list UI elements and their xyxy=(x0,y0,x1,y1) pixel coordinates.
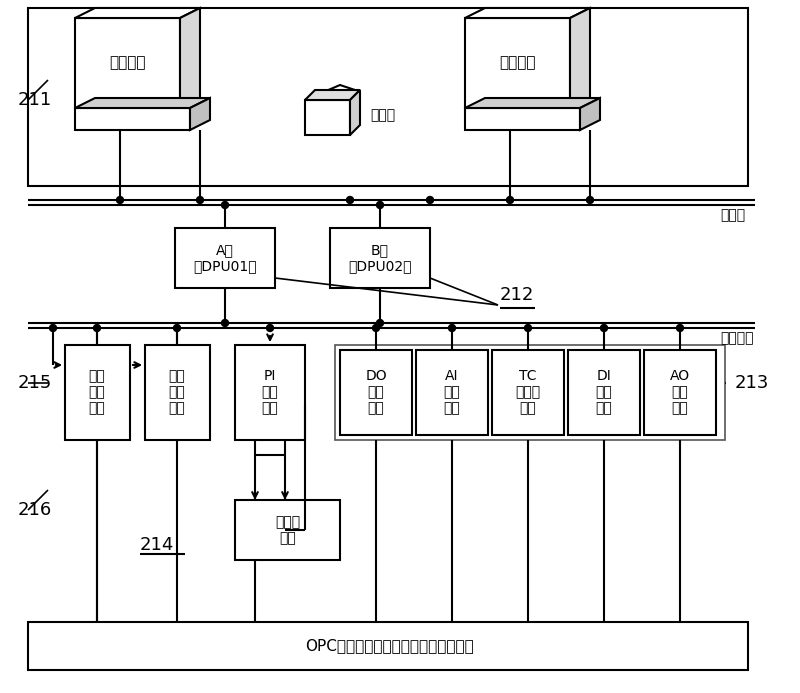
Circle shape xyxy=(346,197,354,204)
Circle shape xyxy=(586,197,594,204)
Text: 215: 215 xyxy=(18,374,52,392)
Polygon shape xyxy=(350,90,360,135)
Circle shape xyxy=(373,324,379,331)
Circle shape xyxy=(50,324,57,331)
Bar xyxy=(340,350,412,435)
Bar xyxy=(28,8,748,186)
Polygon shape xyxy=(190,98,210,130)
Polygon shape xyxy=(180,8,200,108)
Text: AO
模出
模块: AO 模出 模块 xyxy=(670,369,690,416)
Circle shape xyxy=(117,197,123,204)
Polygon shape xyxy=(305,100,350,135)
Bar xyxy=(235,500,340,560)
Circle shape xyxy=(222,319,229,326)
Text: 214: 214 xyxy=(140,536,174,554)
Polygon shape xyxy=(75,98,210,108)
Circle shape xyxy=(174,324,181,331)
Text: 伺服
控制
模块: 伺服 控制 模块 xyxy=(89,369,106,416)
Bar xyxy=(335,345,725,440)
Text: A机
（DPU01）: A机 （DPU01） xyxy=(193,243,257,273)
Bar xyxy=(65,345,130,440)
Circle shape xyxy=(601,324,607,331)
Text: TC
热电偶
模块: TC 热电偶 模块 xyxy=(515,369,541,416)
Text: DO
开出
模块: DO 开出 模块 xyxy=(365,369,387,416)
Text: 继电器
回路: 继电器 回路 xyxy=(275,515,300,545)
Text: OPC电磁阀、液压伺服系统、现场设备: OPC电磁阀、液压伺服系统、现场设备 xyxy=(306,638,474,653)
Circle shape xyxy=(94,324,101,331)
Circle shape xyxy=(222,202,229,209)
Polygon shape xyxy=(580,98,600,130)
Bar xyxy=(416,350,488,435)
Circle shape xyxy=(377,202,383,209)
Circle shape xyxy=(377,319,383,326)
Bar xyxy=(175,228,275,288)
Text: 216: 216 xyxy=(18,501,52,519)
Polygon shape xyxy=(75,18,180,108)
Bar xyxy=(644,350,716,435)
Circle shape xyxy=(197,197,203,204)
Circle shape xyxy=(677,324,683,331)
Bar xyxy=(235,345,305,440)
Bar xyxy=(28,622,748,670)
Circle shape xyxy=(449,324,455,331)
Text: 工程师站: 工程师站 xyxy=(110,55,146,71)
Text: 现场总线: 现场总线 xyxy=(720,331,754,345)
Text: 操作员站: 操作员站 xyxy=(499,55,536,71)
Bar xyxy=(330,228,430,288)
Polygon shape xyxy=(465,98,600,108)
Polygon shape xyxy=(75,8,200,18)
Polygon shape xyxy=(465,18,570,108)
Text: DI
开入
模块: DI 开入 模块 xyxy=(596,369,612,416)
Circle shape xyxy=(426,197,434,204)
Bar xyxy=(568,350,640,435)
Circle shape xyxy=(525,324,531,331)
Text: 213: 213 xyxy=(735,374,770,392)
Text: 一次
调频
模块: 一次 调频 模块 xyxy=(169,369,186,416)
Text: 211: 211 xyxy=(18,91,52,109)
Polygon shape xyxy=(75,108,190,130)
Bar xyxy=(145,345,210,440)
Polygon shape xyxy=(465,108,580,130)
Bar xyxy=(492,350,564,435)
Polygon shape xyxy=(570,8,590,108)
Text: 以太网: 以太网 xyxy=(720,208,745,222)
Circle shape xyxy=(266,324,274,331)
Polygon shape xyxy=(465,8,590,18)
Polygon shape xyxy=(305,90,360,100)
Polygon shape xyxy=(305,85,355,105)
Circle shape xyxy=(506,197,514,204)
Text: B机
（DPU02）: B机 （DPU02） xyxy=(348,243,412,273)
Text: PI
测速
模块: PI 测速 模块 xyxy=(262,369,278,416)
Text: AI
模入
模块: AI 模入 模块 xyxy=(444,369,460,416)
Text: 212: 212 xyxy=(500,286,534,304)
Text: 打印机: 打印机 xyxy=(370,108,395,122)
